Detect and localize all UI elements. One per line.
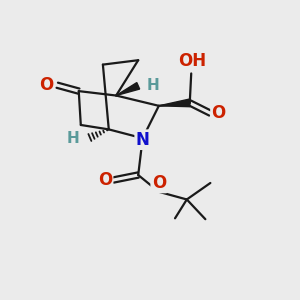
Text: H: H bbox=[147, 78, 160, 93]
Text: H: H bbox=[67, 131, 79, 146]
Polygon shape bbox=[159, 99, 190, 107]
Text: O: O bbox=[212, 104, 226, 122]
Text: O: O bbox=[152, 174, 166, 192]
Text: N: N bbox=[136, 131, 150, 149]
Text: O: O bbox=[98, 171, 112, 189]
Text: O: O bbox=[39, 76, 53, 94]
Text: OH: OH bbox=[178, 52, 206, 70]
Polygon shape bbox=[116, 82, 140, 95]
